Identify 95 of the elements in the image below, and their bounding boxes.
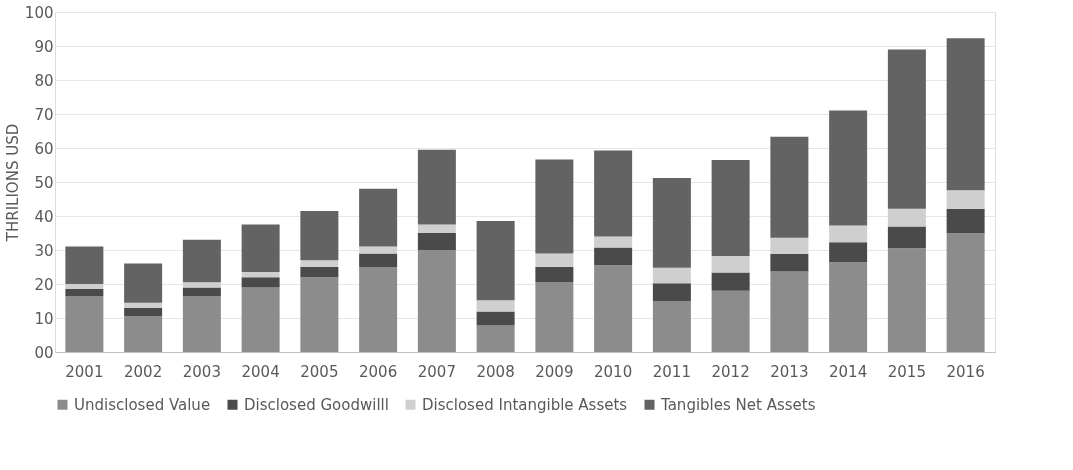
bar (417, 224, 456, 233)
bar (65, 284, 104, 290)
bar (182, 295, 221, 352)
x-tick-label: 2012 (711, 362, 750, 381)
bar (770, 136, 809, 238)
bar (946, 208, 985, 234)
x-tick-label: 2003 (182, 362, 221, 381)
bar (887, 208, 926, 227)
bar (652, 267, 691, 284)
bar (182, 282, 221, 288)
x-tick-label: 2014 (829, 362, 868, 381)
bar (182, 239, 221, 283)
bar (946, 38, 985, 191)
bar (124, 316, 163, 352)
bar (124, 307, 163, 317)
y-tick-label: 20 (34, 275, 54, 294)
legend-label: Disclosed Goodwilll (244, 395, 389, 414)
x-tick-label: 2009 (535, 362, 574, 381)
y-tick-label: 60 (34, 139, 54, 158)
y-tick-label: 40 (34, 207, 54, 226)
x-tick-label: 2005 (300, 362, 339, 381)
bar (241, 224, 280, 273)
bar (476, 221, 515, 301)
bar (535, 281, 574, 352)
x-tick-label: 2010 (594, 362, 633, 381)
x-tick-label: 2004 (241, 362, 280, 381)
bar (887, 226, 926, 249)
bar (887, 49, 926, 209)
bar (476, 311, 515, 326)
bar (829, 110, 868, 226)
bar (711, 290, 750, 352)
bar (711, 256, 750, 273)
bar (417, 149, 456, 225)
bar (594, 150, 633, 237)
x-tick-label: 2008 (476, 362, 515, 381)
bar (65, 295, 104, 352)
bar (124, 263, 163, 303)
bar (535, 253, 574, 267)
y-tick-label: 10 (34, 309, 54, 328)
bar (652, 301, 691, 352)
bar (946, 233, 985, 352)
y-tick-label: 90 (34, 37, 54, 56)
bar (887, 248, 926, 352)
bar (829, 225, 868, 243)
bar (300, 277, 339, 352)
x-tick-label: 2013 (770, 362, 809, 381)
y-tick-label: 100 (24, 3, 54, 22)
bar (535, 159, 574, 254)
bar (300, 210, 339, 261)
bar (417, 233, 456, 250)
bar (770, 271, 809, 352)
x-tick-label: 2001 (65, 362, 104, 381)
x-tick-label: 2016 (946, 362, 985, 381)
legend-label: Tangibles Net Assets (660, 395, 816, 414)
bar (65, 246, 104, 284)
y-tick-label: 50 (34, 173, 54, 192)
bar (476, 300, 515, 312)
bar (359, 188, 398, 247)
bar (652, 283, 691, 301)
bar (124, 302, 163, 308)
bar (770, 253, 809, 272)
bar (652, 177, 691, 268)
bar (535, 266, 574, 282)
legend-label: Disclosed Intangible Assets (422, 395, 628, 414)
bar (300, 260, 339, 267)
x-tick-label: 2011 (652, 362, 691, 381)
bar (946, 190, 985, 209)
y-tick-label: 70 (34, 105, 54, 124)
bar (711, 159, 750, 257)
bar (241, 272, 280, 278)
bar (65, 289, 104, 296)
bar (476, 325, 515, 352)
bar (711, 272, 750, 291)
bar (300, 267, 339, 278)
legend-label: Undisclosed Value (74, 395, 211, 414)
bar (241, 277, 280, 288)
bar (359, 267, 398, 352)
bar (417, 250, 456, 352)
bar (359, 253, 398, 267)
x-tick-label: 2006 (359, 362, 398, 381)
bar (829, 262, 868, 352)
x-tick-label: 2007 (417, 362, 456, 381)
y-tick-label: 30 (34, 241, 54, 260)
x-tick-label: 2002 (124, 362, 163, 381)
bar (241, 287, 280, 352)
bar (770, 237, 809, 254)
bar (594, 236, 633, 248)
bar (594, 265, 633, 352)
bar (829, 242, 868, 263)
bar (594, 247, 633, 266)
y-tick-label: 80 (34, 71, 54, 90)
y-tick-label: 00 (34, 343, 54, 362)
x-tick-label: 2015 (887, 362, 926, 381)
bar (182, 287, 221, 296)
y-axis-title: THRILIONS USD (3, 123, 22, 243)
